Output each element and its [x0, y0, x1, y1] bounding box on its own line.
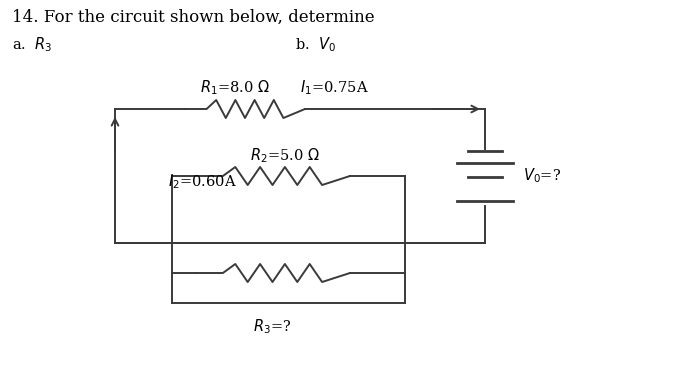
Text: a.  $R_3$: a. $R_3$ [12, 35, 52, 54]
Text: 14. For the circuit shown below, determine: 14. For the circuit shown below, determi… [12, 9, 374, 26]
Text: $R_3$=?: $R_3$=? [253, 317, 291, 336]
Text: $R_1$=8.0 $\Omega$: $R_1$=8.0 $\Omega$ [200, 78, 270, 97]
Text: $I_2$=0.60A: $I_2$=0.60A [168, 172, 237, 191]
Text: b.  $V_0$: b. $V_0$ [295, 35, 336, 54]
Text: $V_0$=?: $V_0$=? [523, 166, 561, 185]
Text: $I_1$=0.75A: $I_1$=0.75A [300, 78, 369, 97]
Text: $R_2$=5.0 $\Omega$: $R_2$=5.0 $\Omega$ [250, 146, 320, 165]
